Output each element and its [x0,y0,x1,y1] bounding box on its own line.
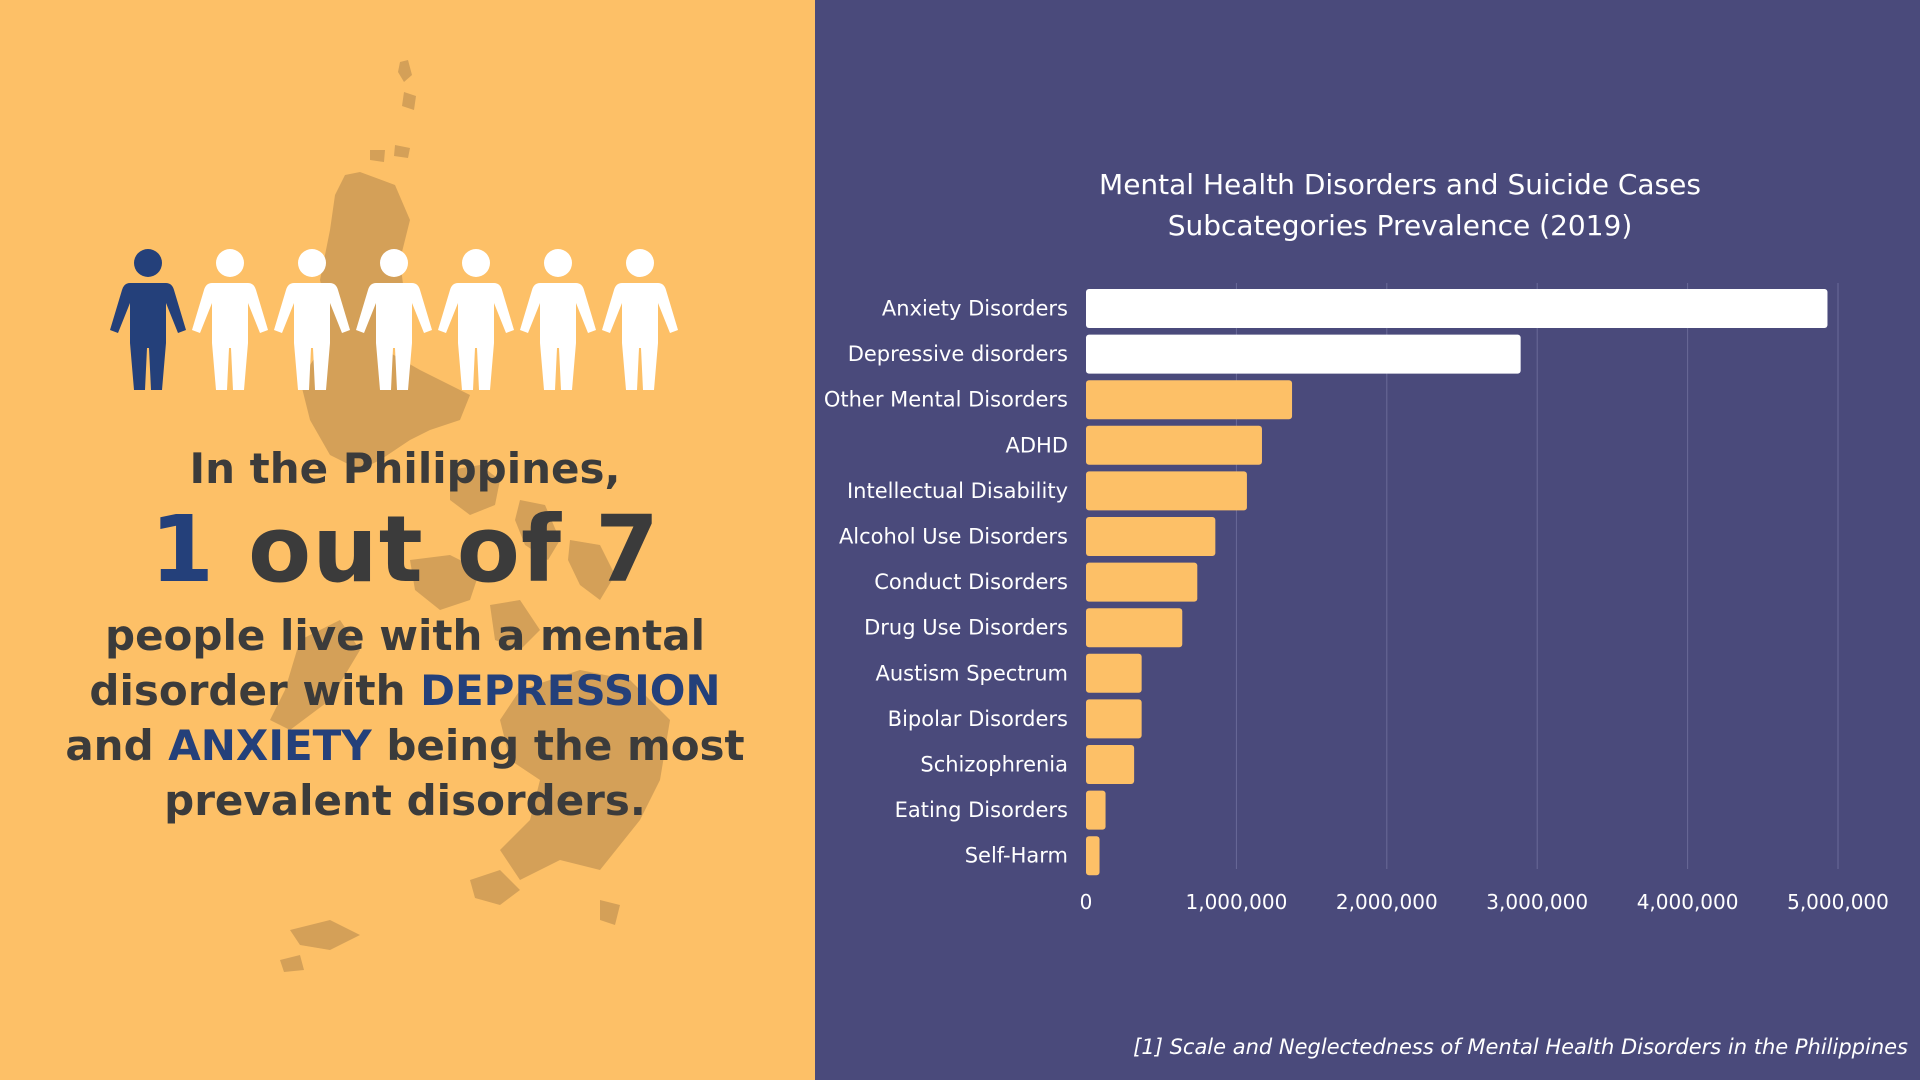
bar [1086,471,1247,511]
bar [1086,699,1142,739]
person-icon [438,249,514,390]
bar [1086,289,1828,328]
person-icon-highlighted [110,249,186,390]
category-label: Conduct Disorders [874,570,1068,594]
x-tick-label: 4,000,000 [1637,890,1739,914]
body-line-1: people live with a mental [105,611,705,660]
bar [1086,608,1183,648]
x-tick-label: 5,000,000 [1787,890,1889,914]
body-line-3b: being the most [371,721,745,770]
body-line-2a: disorder with [89,666,421,715]
stat-number: 1 [149,496,215,603]
x-tick-label: 0 [1080,890,1093,914]
category-label: Self-Harm [965,844,1068,868]
chart-title-line-1: Mental Health Disorders and Suicide Case… [1099,168,1701,201]
category-label: Eating Disorders [895,798,1068,822]
person-icon [274,249,350,390]
x-tick-label: 1,000,000 [1186,890,1288,914]
bar [1086,517,1216,556]
chart-title: Mental Health Disorders and Suicide Case… [1050,164,1750,246]
stat-rest: out of 7 [215,496,661,603]
bar [1086,334,1521,374]
person-icon [520,249,596,390]
body-line-3a: and [65,721,169,770]
bar [1086,790,1106,830]
bar [1086,653,1142,693]
person-icon [356,249,432,390]
category-label: Intellectual Disability [847,479,1068,503]
anxiety-highlight: ANXIETY [168,721,372,770]
headline-body: people live with a mental disorder with … [40,608,770,828]
bar [1086,425,1262,465]
category-label: Bipolar Disorders [888,707,1068,731]
bar [1086,562,1198,602]
category-label: Other Mental Disorders [824,388,1068,412]
source-note: [1] Scale and Neglectedness of Mental He… [1133,1035,1908,1059]
bar-chart: Anxiety Disorders Depressive disorders Oth… [824,283,1889,914]
category-label: Depressive disorders [848,342,1068,366]
chart-title-line-2: Subcategories Prevalence (2019) [1167,209,1633,242]
x-tick-label: 2,000,000 [1336,890,1438,914]
person-icon [602,249,678,390]
body-line-4: prevalent disorders. [164,776,646,825]
people-icon-row [108,248,678,390]
x-tick-label: 3,000,000 [1486,890,1588,914]
category-label: ADHD [1006,433,1069,457]
headline-intro: In the Philippines, [189,444,621,493]
bar [1086,380,1293,420]
category-label: Alcohol Use Disorders [839,525,1068,549]
bar [1086,745,1135,784]
headline-stat: 1 out of 7 [40,498,770,602]
category-label: Drug Use Disorders [864,616,1068,640]
philippines-map-icon [270,60,670,972]
category-label: Schizophrenia [920,753,1068,777]
bar [1086,836,1100,876]
depression-highlight: DEPRESSION [420,666,721,715]
infographic-panel: In the Philippines, 1 out of 7 people li… [0,0,815,1080]
category-label: Anxiety Disorders [882,297,1068,321]
chart-panel [815,0,1920,1080]
category-label: Austism Spectrum [875,661,1068,685]
person-icon [192,249,268,390]
